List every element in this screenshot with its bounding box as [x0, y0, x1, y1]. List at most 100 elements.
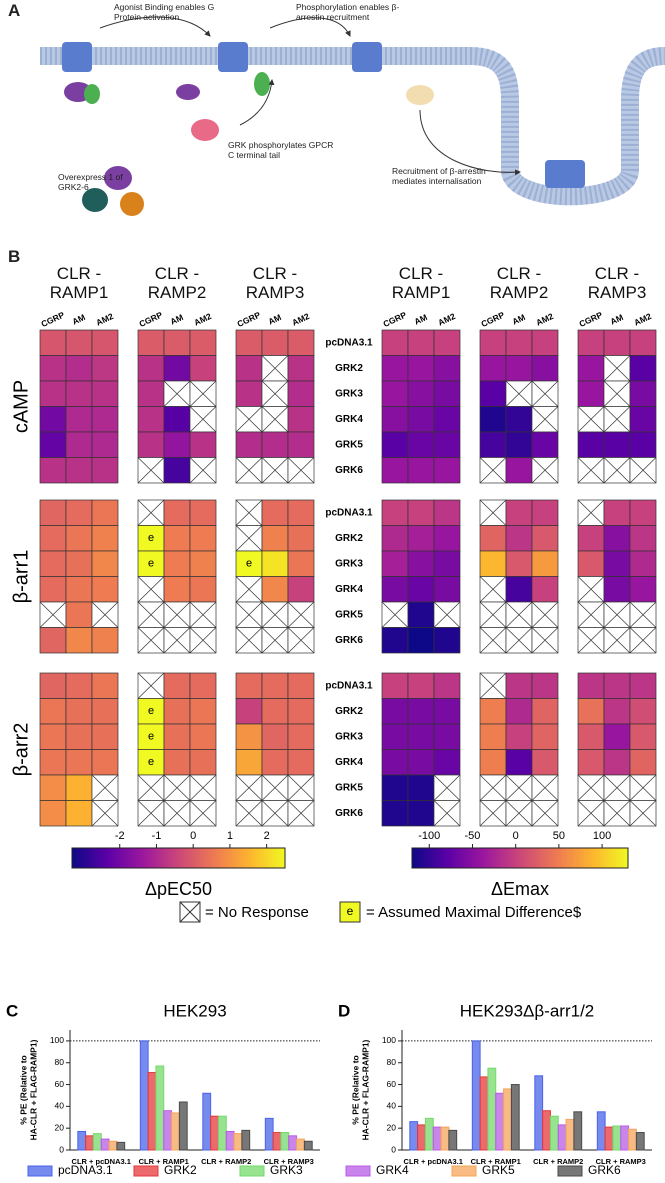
heatmap-cell	[505, 723, 533, 750]
bar	[409, 1121, 419, 1151]
diagram-note: Overexpress 1 of GRK2-6	[58, 172, 123, 192]
no-response-cross	[531, 601, 559, 628]
heatmap-cell	[137, 406, 165, 433]
heatmap-cell	[479, 698, 507, 725]
heatmap-cell	[261, 550, 289, 577]
receptor-header: CLR -RAMP3	[245, 264, 305, 302]
heatmap-cell	[531, 431, 559, 458]
heatmap-cell	[479, 355, 507, 382]
colorbar-tick-label: 50	[553, 830, 565, 842]
heatmap-cell	[137, 698, 165, 725]
heatmap-cell	[603, 431, 631, 458]
no-response-cross	[137, 800, 165, 827]
heatmap-cell	[407, 723, 435, 750]
agonist-label: AM	[609, 312, 625, 327]
heatmap-cell	[531, 329, 559, 356]
no-response-cross	[531, 457, 559, 484]
no-response-cross	[235, 800, 263, 827]
heatmap-cell	[39, 431, 67, 458]
row-label: GRK4	[335, 414, 363, 425]
no-response-cross	[577, 457, 605, 484]
no-response-cross	[189, 406, 217, 433]
legend-swatch	[179, 901, 201, 923]
heatmap-cell	[407, 672, 435, 699]
heatmap-cell	[629, 576, 657, 603]
bar	[303, 1140, 313, 1151]
heatmap-cell	[137, 329, 165, 356]
pathway-diagram	[40, 16, 665, 216]
heatmap-cell	[629, 499, 657, 526]
bar	[557, 1124, 567, 1151]
heatmap-cell	[65, 329, 93, 356]
heatmap-cell	[531, 499, 559, 526]
heatmap-cell	[603, 749, 631, 776]
heatmap-cell	[65, 406, 93, 433]
heatmap-cell	[603, 499, 631, 526]
heatmap-cell	[381, 406, 409, 433]
heatmap-cell	[39, 380, 67, 407]
no-response-cross	[603, 800, 631, 827]
heatmap-cell	[381, 431, 409, 458]
no-response-cross	[91, 601, 119, 628]
heatmap-cell	[505, 525, 533, 552]
legend-swatch	[339, 901, 361, 923]
no-response-cross	[479, 457, 507, 484]
heatmap-cell	[65, 698, 93, 725]
heatmap-cell	[261, 525, 289, 552]
heatmap-cell	[531, 672, 559, 699]
y-tick-label: 0	[59, 1144, 64, 1154]
no-response-cross	[235, 601, 263, 628]
heatmap-cell	[381, 457, 409, 484]
legend-text: = No Response	[205, 904, 309, 921]
heatmap-cell	[163, 406, 191, 433]
heatmap-cell	[261, 329, 289, 356]
heatmap-cell	[629, 329, 657, 356]
colorbar-tick-label: -2	[115, 830, 125, 842]
agonist-label: AM2	[534, 311, 555, 328]
heatmap-cell	[381, 723, 409, 750]
heatmap-cell	[65, 800, 93, 827]
no-response-cross	[137, 499, 165, 526]
heatmap-cell	[577, 672, 605, 699]
heatmap-cell	[407, 457, 435, 484]
heatmap-cell	[433, 406, 461, 433]
bar	[565, 1118, 575, 1151]
no-response-cross	[261, 457, 289, 484]
no-response-cross	[189, 457, 217, 484]
heatmap-cell	[91, 672, 119, 699]
heatmap-cell	[287, 525, 315, 552]
heatmap-cell	[189, 525, 217, 552]
colorbar-tick-label: 0	[190, 830, 196, 842]
no-response-cross	[261, 601, 289, 628]
heatmap-cell	[189, 550, 217, 577]
heatmap-cell	[407, 627, 435, 654]
heatmap-cell	[91, 627, 119, 654]
legend-label: GRK5	[482, 1163, 515, 1177]
panel-label: B	[8, 247, 21, 266]
colorbar-tick-label: 100	[593, 830, 611, 842]
legend-swatch	[27, 1165, 53, 1177]
no-response-cross	[189, 800, 217, 827]
heatmap-cell	[163, 672, 191, 699]
colorbar-tick-label: -1	[152, 830, 162, 842]
agonist-label: AM2	[632, 311, 653, 328]
no-response-cross	[137, 627, 165, 654]
agonist-label: AM2	[94, 311, 115, 328]
heatmap-cell	[287, 499, 315, 526]
bar	[604, 1126, 614, 1151]
no-response-cross	[603, 601, 631, 628]
agonist-label: AM	[169, 312, 185, 327]
no-response-cross	[505, 800, 533, 827]
heatmap-cell	[629, 355, 657, 382]
heatmap-cell	[235, 723, 263, 750]
heatmap-cell	[531, 698, 559, 725]
no-response-cross	[137, 601, 165, 628]
heatmap-cell	[163, 576, 191, 603]
heatmap-cell	[505, 406, 533, 433]
bar	[147, 1072, 157, 1151]
no-response-cross	[287, 457, 315, 484]
no-response-cross	[505, 601, 533, 628]
heatmap-cell	[261, 431, 289, 458]
heatmap-cell	[433, 499, 461, 526]
row-label: GRK5	[335, 609, 363, 620]
